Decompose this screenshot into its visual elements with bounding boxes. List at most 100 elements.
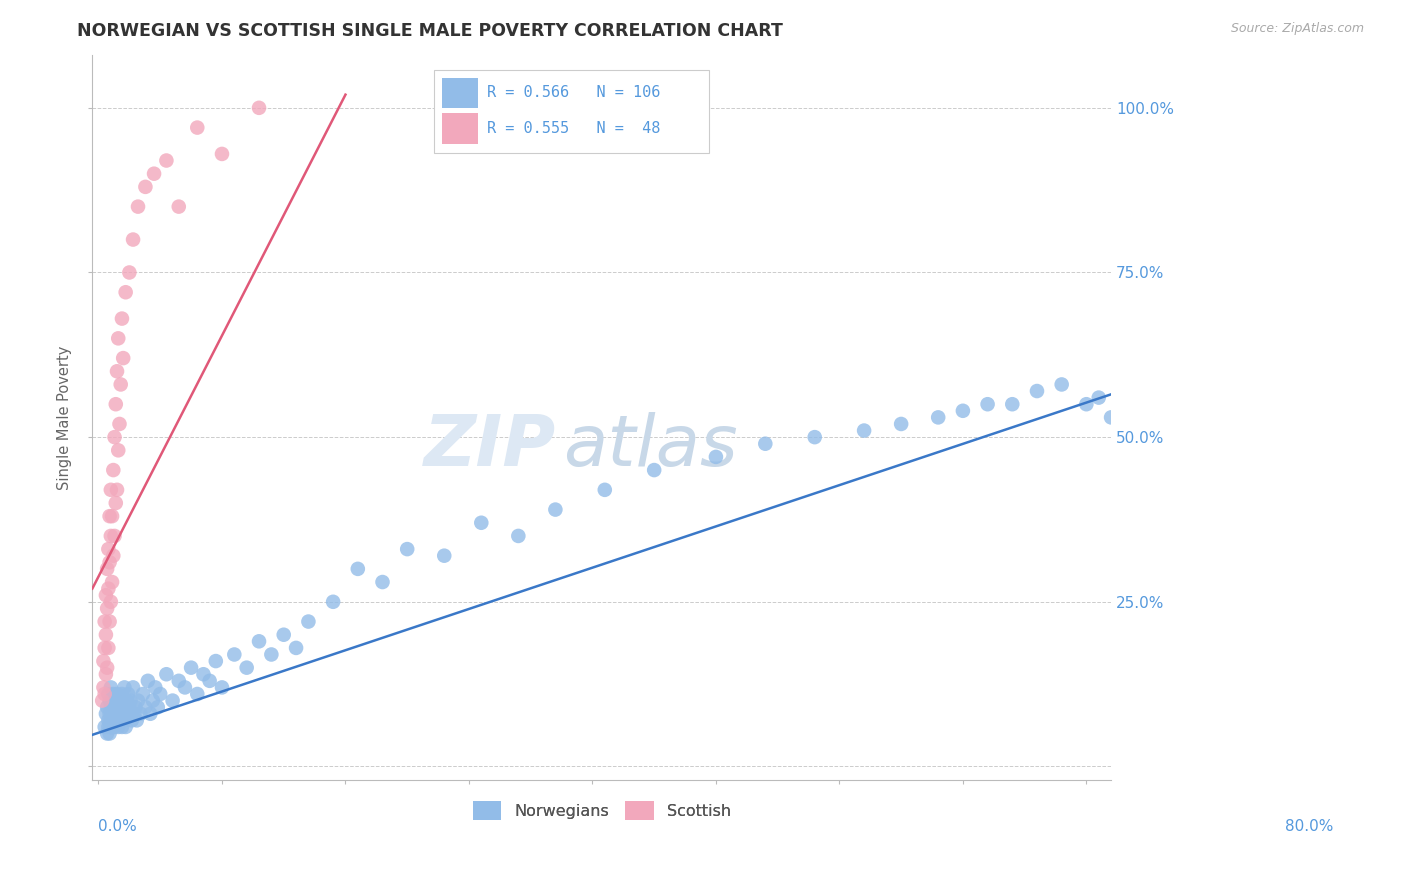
Point bbox=[107, 700, 129, 714]
Point bbox=[134, 179, 156, 194]
Point bbox=[103, 529, 125, 543]
Point bbox=[100, 483, 122, 497]
Point bbox=[93, 687, 115, 701]
Point bbox=[103, 720, 125, 734]
Point bbox=[98, 726, 121, 740]
Point bbox=[108, 693, 131, 707]
Point bbox=[1087, 391, 1109, 405]
Point bbox=[110, 377, 132, 392]
Point bbox=[97, 720, 120, 734]
Point bbox=[94, 588, 117, 602]
Point bbox=[112, 706, 135, 721]
Point bbox=[103, 700, 125, 714]
Point bbox=[174, 681, 197, 695]
Point bbox=[96, 660, 118, 674]
Point bbox=[112, 351, 135, 365]
Point bbox=[1050, 377, 1073, 392]
FancyBboxPatch shape bbox=[441, 78, 478, 108]
Point bbox=[117, 687, 139, 701]
Point bbox=[167, 673, 190, 688]
Point bbox=[98, 693, 121, 707]
Point bbox=[371, 575, 394, 590]
Point bbox=[115, 693, 138, 707]
Text: Source: ZipAtlas.com: Source: ZipAtlas.com bbox=[1230, 22, 1364, 36]
Point bbox=[121, 714, 143, 728]
Point bbox=[1137, 377, 1160, 392]
Point bbox=[1076, 397, 1098, 411]
Point bbox=[101, 693, 124, 707]
Point bbox=[180, 660, 202, 674]
Point bbox=[186, 687, 208, 701]
Point bbox=[94, 667, 117, 681]
Text: 80.0%: 80.0% bbox=[1285, 820, 1333, 835]
Point bbox=[100, 720, 122, 734]
Point bbox=[346, 562, 368, 576]
Point bbox=[120, 693, 142, 707]
Legend: Norwegians, Scottish: Norwegians, Scottish bbox=[467, 795, 737, 826]
Point bbox=[122, 681, 145, 695]
Point bbox=[143, 167, 166, 181]
Point bbox=[186, 120, 208, 135]
Point bbox=[149, 687, 172, 701]
Point bbox=[142, 693, 165, 707]
Point bbox=[129, 706, 152, 721]
Point bbox=[105, 706, 128, 721]
Point bbox=[93, 654, 115, 668]
Point bbox=[211, 147, 233, 161]
Text: atlas: atlas bbox=[562, 412, 738, 481]
Point bbox=[96, 726, 118, 740]
Point bbox=[1161, 351, 1184, 365]
Point bbox=[103, 706, 125, 721]
Point bbox=[93, 640, 115, 655]
Point bbox=[976, 397, 998, 411]
Point bbox=[101, 509, 124, 524]
Text: NORWEGIAN VS SCOTTISH SINGLE MALE POVERTY CORRELATION CHART: NORWEGIAN VS SCOTTISH SINGLE MALE POVERT… bbox=[77, 22, 783, 40]
Point bbox=[124, 700, 146, 714]
Point bbox=[224, 648, 246, 662]
Point bbox=[104, 714, 127, 728]
Text: R = 0.566   N = 106: R = 0.566 N = 106 bbox=[486, 86, 659, 100]
Point bbox=[107, 714, 129, 728]
Point bbox=[96, 562, 118, 576]
Point bbox=[155, 153, 177, 168]
Point bbox=[97, 714, 120, 728]
Point bbox=[105, 483, 128, 497]
FancyBboxPatch shape bbox=[441, 113, 478, 144]
Point bbox=[112, 693, 135, 707]
Point bbox=[97, 640, 120, 655]
Point bbox=[104, 397, 127, 411]
Point bbox=[155, 667, 177, 681]
Point bbox=[100, 700, 122, 714]
Point bbox=[93, 720, 115, 734]
Point bbox=[114, 285, 136, 300]
Point bbox=[508, 529, 530, 543]
Point bbox=[103, 687, 125, 701]
Point bbox=[1001, 397, 1024, 411]
Point bbox=[107, 720, 129, 734]
Point bbox=[108, 417, 131, 431]
Point bbox=[114, 720, 136, 734]
Point bbox=[143, 681, 166, 695]
Point bbox=[98, 706, 121, 721]
Point bbox=[139, 706, 162, 721]
Point bbox=[890, 417, 912, 431]
Point bbox=[167, 200, 190, 214]
Point bbox=[98, 615, 121, 629]
Point bbox=[110, 714, 132, 728]
Point bbox=[134, 700, 156, 714]
Point bbox=[593, 483, 616, 497]
Point bbox=[115, 706, 138, 721]
Point bbox=[101, 720, 124, 734]
Point bbox=[124, 706, 146, 721]
Point bbox=[322, 595, 344, 609]
Point bbox=[103, 693, 125, 707]
Point bbox=[544, 502, 567, 516]
Point bbox=[853, 424, 876, 438]
Point bbox=[107, 443, 129, 458]
Point bbox=[247, 101, 270, 115]
Point bbox=[754, 436, 776, 450]
Text: ZIP: ZIP bbox=[423, 412, 555, 481]
Point bbox=[211, 681, 233, 695]
Point bbox=[247, 634, 270, 648]
Point bbox=[104, 700, 127, 714]
